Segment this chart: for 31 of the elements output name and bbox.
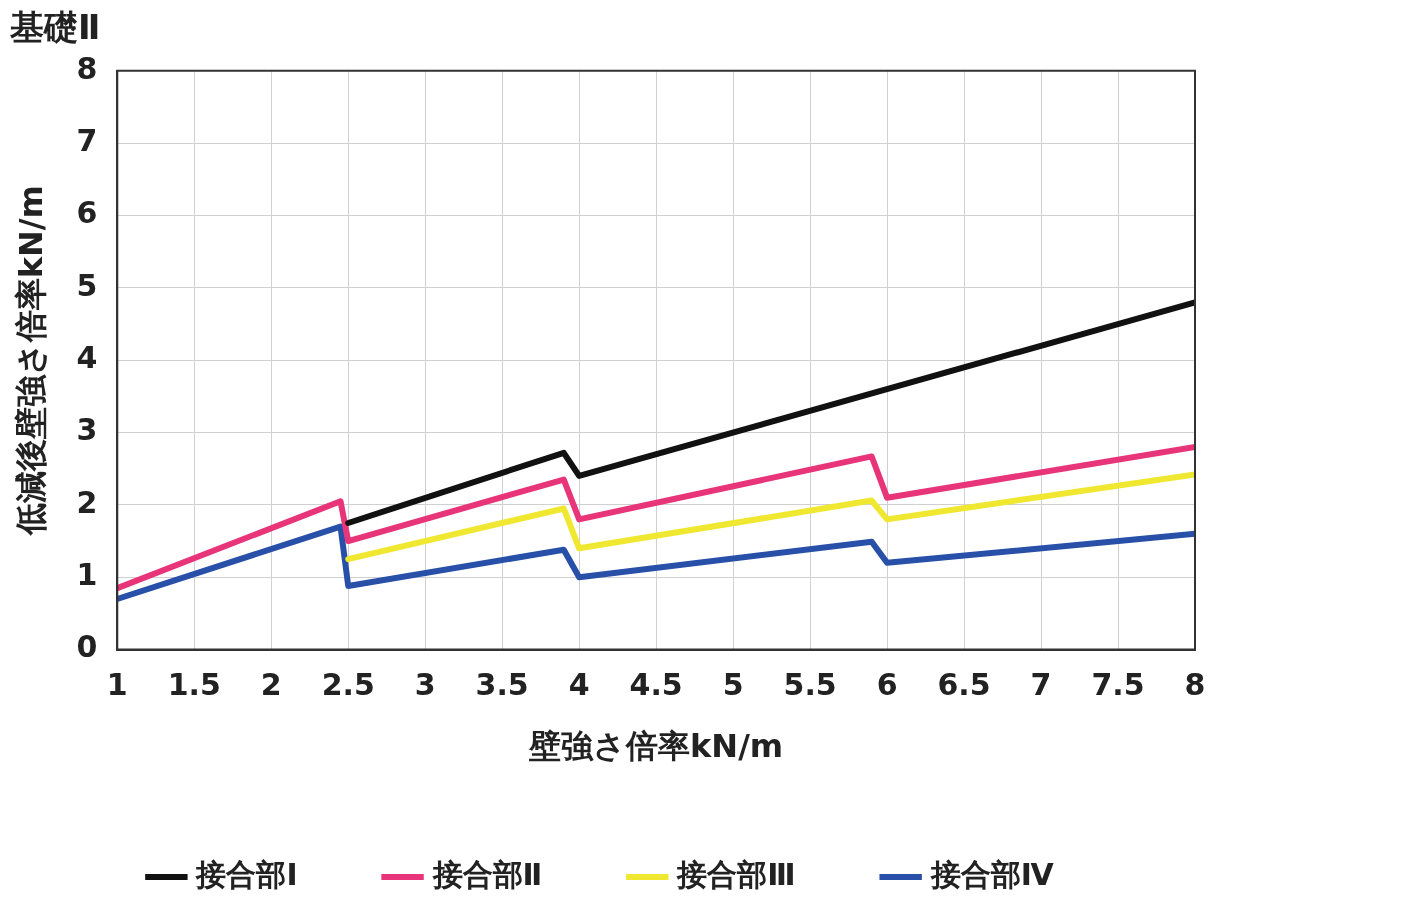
x-tick-label: 5.5 bbox=[783, 667, 837, 703]
x-tick-label: 3 bbox=[414, 667, 436, 703]
y-tick-label: 5 bbox=[76, 267, 98, 303]
chart-title: 基礎Ⅱ bbox=[9, 7, 101, 48]
x-tick-label: 2.5 bbox=[321, 667, 375, 703]
y-axis-title: 低減後壁強さ倍率kN/m bbox=[11, 185, 50, 538]
x-tick-label: 7.5 bbox=[1091, 667, 1145, 703]
x-tick-label: 6 bbox=[876, 667, 898, 703]
y-tick-label: 8 bbox=[76, 50, 98, 86]
x-tick-label: 7 bbox=[1030, 667, 1052, 703]
y-tick-label: 1 bbox=[76, 557, 98, 593]
legend-label: 接合部Ⅱ bbox=[431, 856, 543, 892]
y-tick-label: 6 bbox=[76, 195, 98, 231]
y-tick-label: 7 bbox=[76, 122, 98, 158]
legend-label: 接合部Ⅰ bbox=[195, 856, 298, 892]
x-tick-label: 6.5 bbox=[937, 667, 991, 703]
x-tick-label: 1.5 bbox=[167, 667, 221, 703]
y-tick-label: 4 bbox=[76, 340, 98, 375]
y-tick-label: 2 bbox=[76, 484, 98, 520]
y-tick-label: 0 bbox=[76, 629, 98, 665]
x-tick-label: 4 bbox=[568, 667, 590, 703]
y-tick-label: 3 bbox=[76, 412, 98, 448]
x-axis-title: 壁強さ倍率kN/m bbox=[528, 727, 784, 766]
x-tick-label: 2 bbox=[260, 667, 282, 703]
x-tick-label: 1 bbox=[106, 667, 128, 703]
x-tick-label: 5 bbox=[722, 667, 744, 703]
legend-label: 接合部Ⅲ bbox=[676, 856, 796, 892]
x-tick-label: 4.5 bbox=[629, 667, 683, 703]
x-tick-label: 3.5 bbox=[475, 667, 529, 703]
legend-label: 接合部Ⅳ bbox=[929, 856, 1054, 892]
x-tick-label: 8 bbox=[1184, 667, 1206, 703]
